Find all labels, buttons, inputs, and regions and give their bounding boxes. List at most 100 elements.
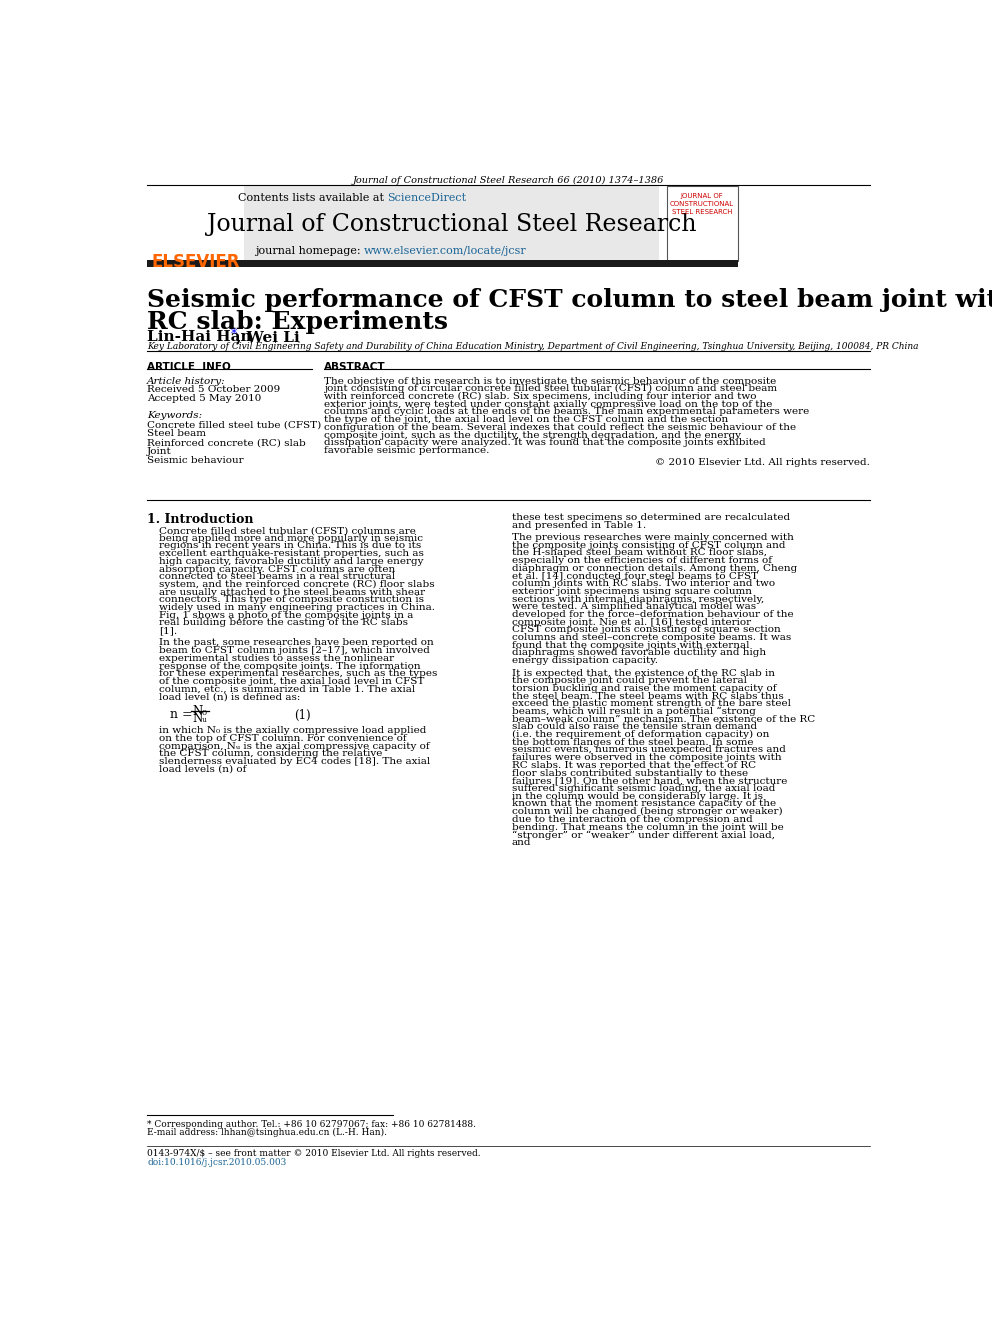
Bar <box>667 185 738 261</box>
Bar <box>147 259 738 266</box>
Text: ELSEVIER: ELSEVIER <box>151 254 239 271</box>
Text: Nᵤ: Nᵤ <box>192 712 207 725</box>
Text: Lin-Hai Han: Lin-Hai Han <box>147 329 252 344</box>
Bar <box>147 185 243 261</box>
Text: sections with internal diaphragms, respectively,: sections with internal diaphragms, respe… <box>512 594 764 603</box>
Text: load levels (n) of: load levels (n) of <box>159 765 246 774</box>
Text: [1].: [1]. <box>159 626 177 635</box>
Text: seismic events, numerous unexpected fractures and: seismic events, numerous unexpected frac… <box>512 745 786 754</box>
Text: Journal of Constructional Steel Research: Journal of Constructional Steel Research <box>207 213 696 235</box>
Text: connected to steel beams in a real structural: connected to steel beams in a real struc… <box>159 573 395 581</box>
Text: the CFST column, considering the relative: the CFST column, considering the relativ… <box>159 749 382 758</box>
Text: Key Laboratory of Civil Engineering Safety and Durability of China Education Min: Key Laboratory of Civil Engineering Safe… <box>147 343 919 351</box>
Text: absorption capacity. CFST columns are often: absorption capacity. CFST columns are of… <box>159 565 395 574</box>
Text: beams, which will result in a potential “strong: beams, which will result in a potential … <box>512 706 755 716</box>
Text: widely used in many engineering practices in China.: widely used in many engineering practice… <box>159 603 434 613</box>
Text: Keywords:: Keywords: <box>147 411 202 421</box>
Text: et al. [14] conducted four steel beams to CFST: et al. [14] conducted four steel beams t… <box>512 572 758 581</box>
Text: It is expected that, the existence of the RC slab in: It is expected that, the existence of th… <box>512 668 775 677</box>
Text: (1): (1) <box>295 709 311 722</box>
Text: system, and the reinforced concrete (RC) floor slabs: system, and the reinforced concrete (RC)… <box>159 579 434 589</box>
Text: energy dissipation capacity.: energy dissipation capacity. <box>512 656 658 665</box>
Text: the steel beam. The steel beams with RC slabs thus: the steel beam. The steel beams with RC … <box>512 692 784 701</box>
Text: beam to CFST column joints [2–17], which involved: beam to CFST column joints [2–17], which… <box>159 646 430 655</box>
Text: ScienceDirect: ScienceDirect <box>388 193 466 202</box>
Text: regions in recent years in China. This is due to its: regions in recent years in China. This i… <box>159 541 422 550</box>
Text: column will be changed (being stronger or weaker): column will be changed (being stronger o… <box>512 807 782 816</box>
Text: configuration of the beam. Several indexes that could reflect the seismic behavi: configuration of the beam. Several index… <box>324 423 796 431</box>
Text: the H-shaped steel beam without RC floor slabs,: the H-shaped steel beam without RC floor… <box>512 548 767 557</box>
Text: The objective of this research is to investigate the seismic behaviour of the co: The objective of this research is to inv… <box>324 377 776 386</box>
Text: dissipation capacity were analyzed. It was found that the composite joints exhib: dissipation capacity were analyzed. It w… <box>324 438 766 447</box>
Text: found that the composite joints with external: found that the composite joints with ext… <box>512 640 749 650</box>
Text: JOURNAL OF
CONSTRUCTIONAL
STEEL RESEARCH: JOURNAL OF CONSTRUCTIONAL STEEL RESEARCH <box>670 193 734 214</box>
Text: *: * <box>231 328 237 341</box>
Text: RC slab: Experiments: RC slab: Experiments <box>147 310 448 333</box>
Text: 0143-974X/$ – see front matter © 2010 Elsevier Ltd. All rights reserved.: 0143-974X/$ – see front matter © 2010 El… <box>147 1148 481 1158</box>
Text: on the top of CFST column. For convenience of: on the top of CFST column. For convenien… <box>159 734 407 744</box>
Text: In the past, some researches have been reported on: In the past, some researches have been r… <box>159 639 434 647</box>
Text: composite joint, such as the ductility, the strength degradation, and the energy: composite joint, such as the ductility, … <box>324 430 741 439</box>
Text: The previous researches were mainly concerned with: The previous researches were mainly conc… <box>512 533 794 542</box>
Text: of the composite joint, the axial load level in CFST: of the composite joint, the axial load l… <box>159 677 425 685</box>
Text: Seismic behaviour: Seismic behaviour <box>147 456 244 464</box>
Text: www.elsevier.com/locate/jcsr: www.elsevier.com/locate/jcsr <box>364 246 527 255</box>
Text: bending. That means the column in the joint will be: bending. That means the column in the jo… <box>512 823 784 831</box>
Text: the composite joint could prevent the lateral: the composite joint could prevent the la… <box>512 676 747 685</box>
Text: are usually attached to the steel beams with shear: are usually attached to the steel beams … <box>159 587 425 597</box>
Text: N₀: N₀ <box>192 705 207 718</box>
Text: high capacity, favorable ductility and large energy: high capacity, favorable ductility and l… <box>159 557 424 566</box>
Text: composite joint. Nie et al. [16] tested interior: composite joint. Nie et al. [16] tested … <box>512 618 751 627</box>
Text: the type of the joint, the axial load level on the CFST column and the section: the type of the joint, the axial load le… <box>324 415 728 425</box>
Text: due to the interaction of the compression and: due to the interaction of the compressio… <box>512 815 752 824</box>
Text: , Wei Li: , Wei Li <box>236 329 300 344</box>
Text: excellent earthquake-resistant properties, such as: excellent earthquake-resistant propertie… <box>159 549 424 558</box>
Text: columns and steel–concrete composite beams. It was: columns and steel–concrete composite bea… <box>512 634 791 642</box>
Text: Joint: Joint <box>147 447 172 456</box>
Text: Contents lists available at: Contents lists available at <box>238 193 388 202</box>
Text: and: and <box>512 837 531 847</box>
Text: exterior joint specimens using square column: exterior joint specimens using square co… <box>512 587 752 595</box>
Text: column, etc., is summarized in Table 1. The axial: column, etc., is summarized in Table 1. … <box>159 685 415 693</box>
Bar <box>244 185 659 261</box>
Text: slab could also raise the tensile strain demand: slab could also raise the tensile strain… <box>512 722 757 732</box>
Text: Steel beam: Steel beam <box>147 430 206 438</box>
Text: Seismic performance of CFST column to steel beam joint with: Seismic performance of CFST column to st… <box>147 288 992 312</box>
Text: experimental studies to assess the nonlinear: experimental studies to assess the nonli… <box>159 654 394 663</box>
Text: real building before the casting of the RC slabs: real building before the casting of the … <box>159 618 408 627</box>
Text: developed for the force–deformation behaviour of the: developed for the force–deformation beha… <box>512 610 794 619</box>
Text: diaphragm or connection details. Among them, Cheng: diaphragm or connection details. Among t… <box>512 564 797 573</box>
Text: connectors. This type of composite construction is: connectors. This type of composite const… <box>159 595 424 605</box>
Text: journal homepage:: journal homepage: <box>255 246 364 255</box>
Text: Article history:: Article history: <box>147 377 226 386</box>
Text: 1. Introduction: 1. Introduction <box>147 513 254 527</box>
Text: CFST composite joints consisting of square section: CFST composite joints consisting of squa… <box>512 626 781 635</box>
Text: Fig. 1 shows a photo of the composite joints in a: Fig. 1 shows a photo of the composite jo… <box>159 611 414 619</box>
Text: these test specimens so determined are recalculated: these test specimens so determined are r… <box>512 513 790 523</box>
Text: (i.e. the requirement of deformation capacity) on: (i.e. the requirement of deformation cap… <box>512 730 769 740</box>
Text: © 2010 Elsevier Ltd. All rights reserved.: © 2010 Elsevier Ltd. All rights reserved… <box>655 458 870 467</box>
Text: exterior joints, were tested under constant axially compressive load on the top : exterior joints, were tested under const… <box>324 400 773 409</box>
Text: in which N₀ is the axially compressive load applied: in which N₀ is the axially compressive l… <box>159 726 427 736</box>
Text: Accepted 5 May 2010: Accepted 5 May 2010 <box>147 394 262 402</box>
Text: were tested. A simplified analytical model was: were tested. A simplified analytical mod… <box>512 602 756 611</box>
Text: ARTICLE  INFO: ARTICLE INFO <box>147 363 231 372</box>
Text: exceed the plastic moment strength of the bare steel: exceed the plastic moment strength of th… <box>512 700 791 708</box>
Text: floor slabs contributed substantially to these: floor slabs contributed substantially to… <box>512 769 748 778</box>
Text: doi:10.1016/j.jcsr.2010.05.003: doi:10.1016/j.jcsr.2010.05.003 <box>147 1158 287 1167</box>
Text: torsion buckling and raise the moment capacity of: torsion buckling and raise the moment ca… <box>512 684 776 693</box>
Text: ABSTRACT: ABSTRACT <box>324 363 386 372</box>
Text: and presented in Table 1.: and presented in Table 1. <box>512 521 646 529</box>
Text: beam–weak column” mechanism. The existence of the RC: beam–weak column” mechanism. The existen… <box>512 714 814 724</box>
Text: suffered significant seismic loading, the axial load: suffered significant seismic loading, th… <box>512 785 775 792</box>
Text: joint consisting of circular concrete filled steel tubular (CFST) column and ste: joint consisting of circular concrete fi… <box>324 385 777 393</box>
Text: slenderness evaluated by EC4 codes [18]. The axial: slenderness evaluated by EC4 codes [18].… <box>159 757 431 766</box>
Text: being applied more and more popularly in seismic: being applied more and more popularly in… <box>159 533 423 542</box>
Text: RC slabs. It was reported that the effect of RC: RC slabs. It was reported that the effec… <box>512 761 756 770</box>
Text: diaphragms showed favorable ductility and high: diaphragms showed favorable ductility an… <box>512 648 766 658</box>
Text: Concrete filled steel tubular (CFST) columns are: Concrete filled steel tubular (CFST) col… <box>159 527 416 534</box>
Text: Concrete filled steel tube (CFST): Concrete filled steel tube (CFST) <box>147 421 321 430</box>
Text: especially on the efficiencies of different forms of: especially on the efficiencies of differ… <box>512 556 772 565</box>
Text: columns and cyclic loads at the ends of the beams. The main experimental paramet: columns and cyclic loads at the ends of … <box>324 407 809 417</box>
Text: E-mail address: lhhan@tsinghua.edu.cn (L.-H. Han).: E-mail address: lhhan@tsinghua.edu.cn (L… <box>147 1129 387 1138</box>
